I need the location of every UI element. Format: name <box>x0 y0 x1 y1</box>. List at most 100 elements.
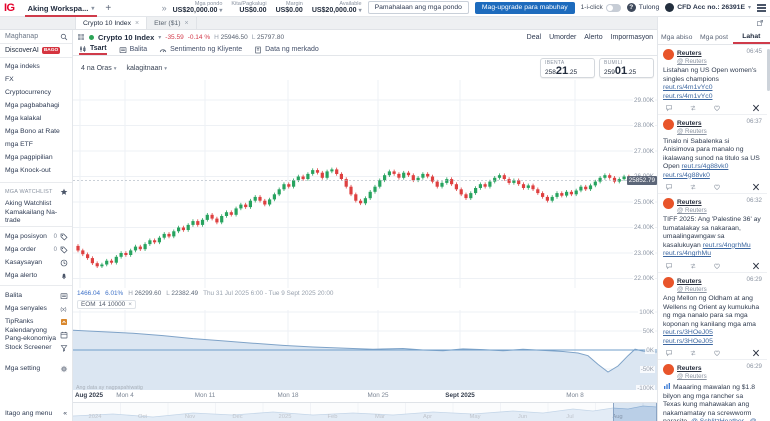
deal-nav-umorder[interactable]: Umorder <box>549 33 577 41</box>
tweet-handle-link[interactable]: @ Reuters <box>677 128 707 136</box>
search-input[interactable]: Maghanap <box>0 30 72 44</box>
tweet-link[interactable]: reut.rs/4m1vYc0 <box>663 92 713 100</box>
sidebar-item-mga-pagpipilian[interactable]: Mga pagpipilian <box>0 151 72 164</box>
tweet-link[interactable]: reut.rs/4g88vk0 <box>663 171 710 179</box>
sidebar-item-mga-kalakal[interactable]: Mga kalakal <box>0 112 72 125</box>
help-button[interactable]: ? Tulong <box>626 3 659 13</box>
menu-icon[interactable] <box>757 4 766 12</box>
tweet-link[interactable]: @ SchlitzHeather <box>691 418 744 421</box>
chart-tab-tsart[interactable]: Tsart <box>79 44 107 55</box>
instrument-tab-1[interactable]: Eter ($1) × <box>147 17 197 29</box>
collapse-menu-button[interactable]: Itago ang menu « <box>0 410 72 417</box>
like-icon[interactable] <box>713 349 721 357</box>
sidebar-item-mga-order[interactable]: Mga order 0 <box>0 243 72 256</box>
retweet-icon[interactable] <box>689 104 697 112</box>
sidebar-item-mga-indeks[interactable]: Mga indeks <box>0 60 72 73</box>
deal-nav-deal[interactable]: Deal <box>526 33 542 41</box>
tweet-handle-link[interactable]: @ Reuters <box>677 285 707 293</box>
add-workspace-button[interactable]: + <box>105 2 112 14</box>
chart-navigator[interactable]: 2024 Oct Nov Dec 2025 Feb Mar Apr May Jun Jul Aug <box>73 402 657 421</box>
x-logo-icon[interactable] <box>752 104 760 112</box>
sidebar-item-kalendaryong-pang-ekonomiya[interactable]: Kalendaryong Pang-ekonomiya <box>0 327 72 342</box>
tweet-author-link[interactable]: Reuters <box>677 120 702 128</box>
sidebar-item-cryptocurrency[interactable]: Cryptocurrency <box>0 86 72 99</box>
chart-style-dropdown[interactable]: kalagitnaan ▾ <box>126 64 167 72</box>
sidebar-item-tipranks[interactable]: TipRanks <box>0 315 72 328</box>
price-chart[interactable]: 29.00K28.00K27.00K26.00K25.00K24.00K23.0… <box>73 80 657 288</box>
sidebar-item-mga-posisyon[interactable]: Mga posisyon 0 <box>0 230 72 243</box>
chart-tab-data-ng-merkado[interactable]: Data ng merkado <box>254 44 319 55</box>
upgrade-button[interactable]: Mag-upgrade para mabuhay <box>474 1 575 14</box>
tweet-link[interactable]: reut.rs/3HOeJ05 <box>663 329 713 337</box>
candlestick-canvas[interactable] <box>73 80 657 288</box>
timeframe-dropdown[interactable]: 4 na Oras ▾ <box>81 64 117 72</box>
tweet-link[interactable]: reut.rs/4m1vYc0 <box>663 84 713 92</box>
tweet-link[interactable]: reut.rs/3HOeJ05 <box>663 337 713 345</box>
reply-icon[interactable] <box>665 104 673 112</box>
close-icon[interactable]: × <box>184 19 189 27</box>
sidebar-item-balita[interactable]: Balita <box>0 289 72 302</box>
x-logo-icon[interactable] <box>752 262 760 270</box>
sidebar-item-kamakailang-na-trade[interactable]: Kamakailang Na-trade <box>0 209 72 223</box>
retweet-icon[interactable] <box>689 183 697 191</box>
tweet-link[interactable]: reut.rs/4ngrhMu <box>702 241 751 249</box>
sidebar-item-fx[interactable]: FX <box>0 73 72 86</box>
sidebar-item-mga-alerto[interactable]: Mga alerto <box>0 269 72 282</box>
tweet-author-link[interactable]: Reuters <box>677 277 702 285</box>
navigator-selection[interactable] <box>613 403 657 421</box>
tweet-author-link[interactable]: Reuters <box>677 199 702 207</box>
tweet-link[interactable]: reut.rs/4ngrhMu <box>663 250 711 258</box>
oscillator-panel[interactable]: 100K 50K 0K -50K -100K <box>73 309 657 392</box>
reply-icon[interactable] <box>665 262 673 270</box>
indicator-remove-icon[interactable]: × <box>128 301 132 308</box>
buy-button[interactable]: BUMILI 25901.25 <box>599 58 654 78</box>
news-tab-mga-abiso[interactable]: Mga abiso <box>660 33 693 41</box>
reply-icon[interactable] <box>665 349 673 357</box>
deal-nav-impormasyon[interactable]: Impormasyon <box>610 33 653 41</box>
sidebar-item-aking-watchlist[interactable]: Aking Watchlist <box>0 197 72 210</box>
tweet-handle-link[interactable]: @ Reuters <box>677 372 707 380</box>
instrument-name[interactable]: Crypto 10 Index <box>98 32 155 42</box>
sidebar-item-kasaysayan[interactable]: Kasaysayan <box>0 256 72 269</box>
tweet-author-link[interactable]: Reuters <box>677 365 702 373</box>
double-chevron-icon[interactable]: » <box>161 2 167 13</box>
chevron-down-icon[interactable]: ▾ <box>158 34 162 41</box>
one-click-toggle[interactable] <box>605 3 621 12</box>
indicator-chip[interactable]: EOM 14 10000 × <box>77 300 136 309</box>
deal-nav-alerto[interactable]: Alerto <box>584 33 603 41</box>
sidebar-item-mga-knock-out[interactable]: Mga Knock-out <box>0 164 72 177</box>
sell-button[interactable]: IBENTA 25821.25 <box>540 58 595 78</box>
scrollbar-thumb[interactable] <box>767 49 770 91</box>
chart-tab-balita[interactable]: Balita <box>119 44 147 55</box>
instrument-tab-0[interactable]: Crypto 10 Index × <box>75 17 148 29</box>
tweet-handle-link[interactable]: @ Reuters <box>677 206 707 214</box>
sidebar-item-mga-bono-at-rate[interactable]: Mga Bono at Rate <box>0 125 72 138</box>
fund-stat-3[interactable]: Available US$20,000.00 ▾ <box>312 1 362 15</box>
account-selector[interactable]: CFD Acc no.: 26391E ▾ <box>665 3 751 13</box>
news-tab-mga-post[interactable]: Mga post <box>700 33 728 41</box>
like-icon[interactable] <box>713 104 721 112</box>
sidebar-item-mga-pagbabahagi[interactable]: Mga pagbabahagi <box>0 99 72 112</box>
manage-funds-button[interactable]: Pamahalaan ang mga pondo <box>367 1 469 15</box>
sidebar-item-mga-etf[interactable]: mga ETF <box>0 138 72 151</box>
chart-tab-sentimento-ng-kliyente[interactable]: Sentimento ng Kliyente <box>159 44 242 55</box>
retweet-icon[interactable] <box>689 262 697 270</box>
reply-icon[interactable] <box>665 183 673 191</box>
workspace-tab[interactable]: Aking Workspa... ▾ <box>24 0 98 17</box>
sidebar-item-stock-screener[interactable]: Stock Screener <box>0 341 72 354</box>
like-icon[interactable] <box>713 262 721 270</box>
retweet-icon[interactable] <box>689 349 697 357</box>
like-icon[interactable] <box>713 183 721 191</box>
grid-icon[interactable] <box>77 33 85 41</box>
sidebar-item-discover-ai[interactable]: DiscoverAI BAGO <box>0 44 72 58</box>
x-logo-icon[interactable] <box>752 183 760 191</box>
close-icon[interactable]: × <box>134 19 140 27</box>
tweet-link[interactable]: reut.rs/4g88vk0 <box>681 163 729 171</box>
chevron-down-icon[interactable]: ▾ <box>91 5 95 12</box>
tweet-link[interactable]: @ CassLGarrison <box>663 418 757 421</box>
popout-icon[interactable] <box>756 19 764 27</box>
sidebar-item-settings[interactable]: Mga setting <box>0 362 72 375</box>
fund-stat-0[interactable]: Mga pondo US$20,000.00 ▾ <box>173 1 223 15</box>
x-logo-icon[interactable] <box>752 349 760 357</box>
news-tab-lahat[interactable]: Lahat <box>732 30 770 44</box>
